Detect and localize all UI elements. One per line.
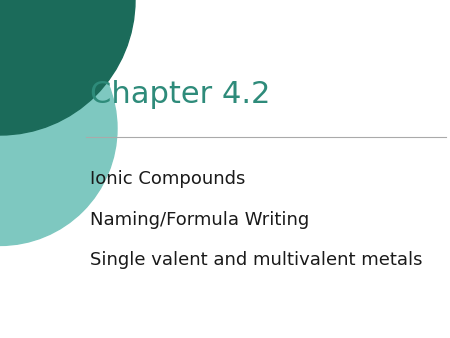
- Ellipse shape: [0, 0, 135, 135]
- Text: Naming/Formula Writing: Naming/Formula Writing: [90, 211, 309, 229]
- Text: Ionic Compounds: Ionic Compounds: [90, 170, 245, 188]
- Ellipse shape: [0, 11, 117, 245]
- Text: Chapter 4.2: Chapter 4.2: [90, 80, 270, 109]
- Text: Single valent and multivalent metals: Single valent and multivalent metals: [90, 251, 423, 269]
